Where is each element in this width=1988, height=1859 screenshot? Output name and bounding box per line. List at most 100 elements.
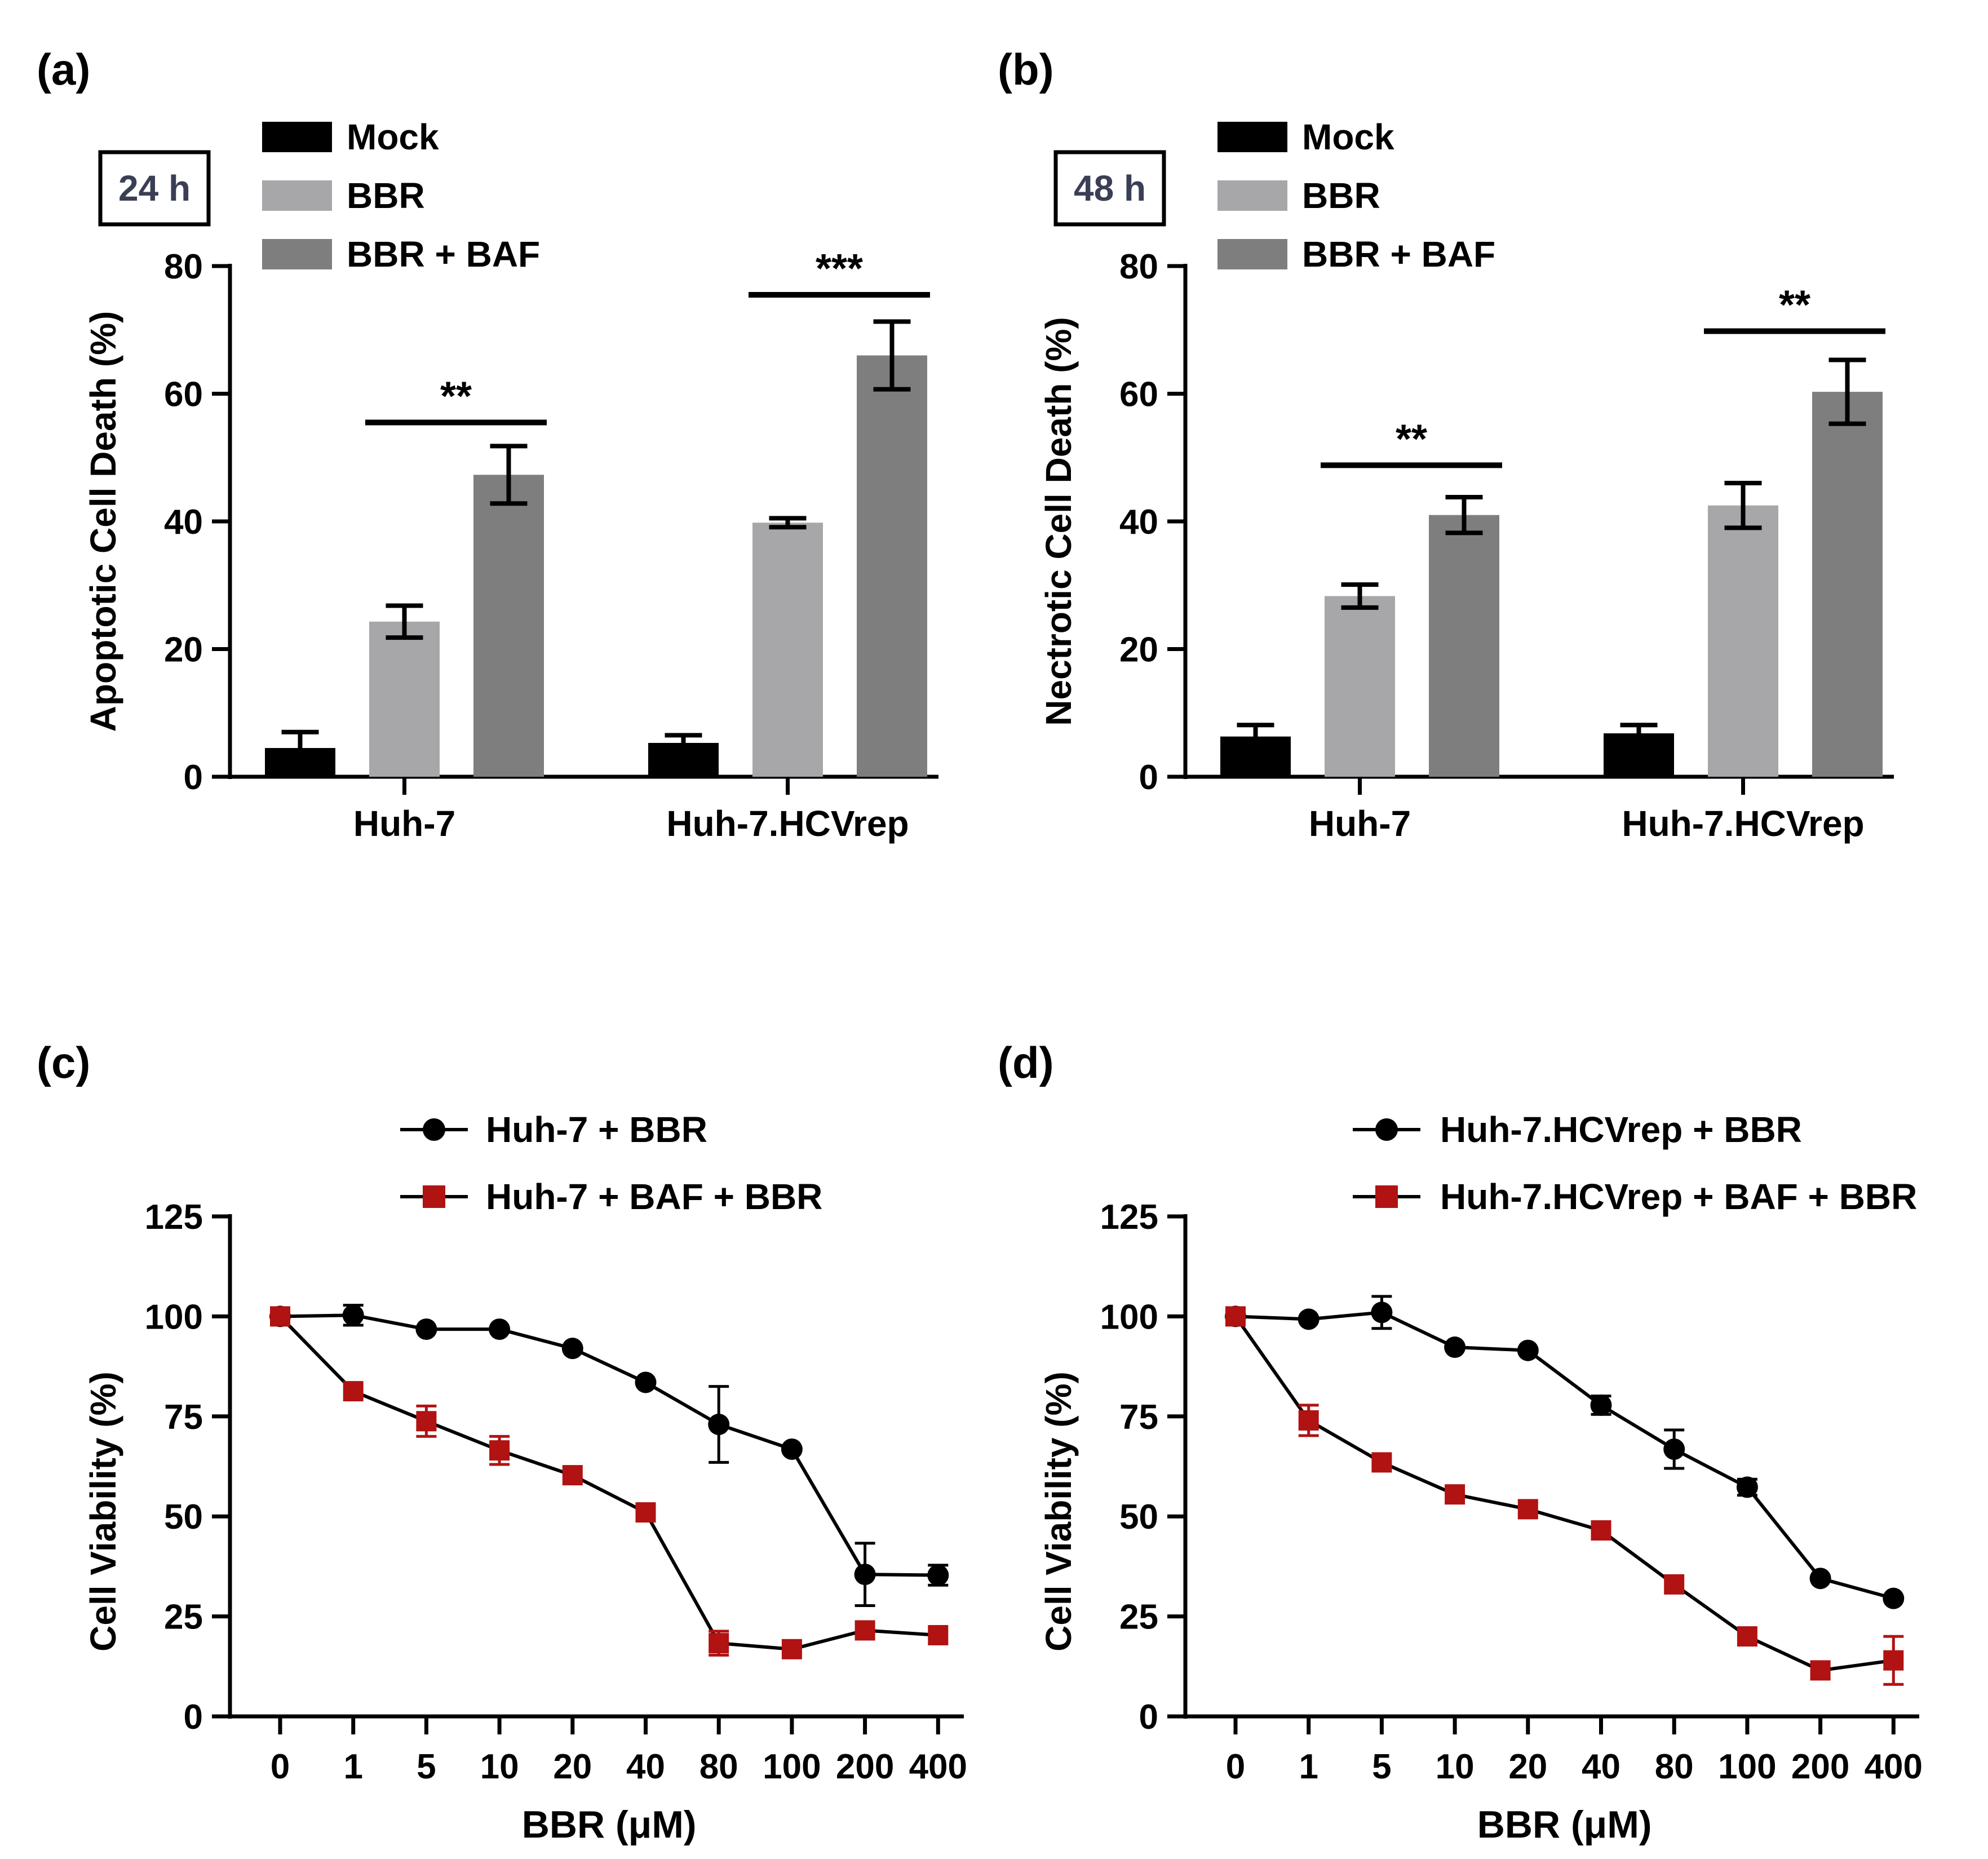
data-point-0-5 — [1590, 1394, 1612, 1416]
legend-marker-1 — [1375, 1185, 1398, 1208]
legend-label-0: Mock — [347, 117, 439, 157]
x-tick-label: 0 — [1226, 1747, 1245, 1786]
y-tick-label: 80 — [164, 247, 203, 286]
line-panel-d: (d) Huh-7.HCVrep + BBR Huh-7.HCVrep + BAF … — [998, 1038, 1923, 1846]
y-tick-label: 50 — [164, 1498, 203, 1537]
series-line-1 — [1234, 1315, 1894, 1672]
legend-label-1: Huh-7 + BAF + BBR — [486, 1176, 822, 1217]
series-line-0 — [1235, 1311, 1894, 1600]
data-point-1-6 — [709, 1633, 729, 1654]
data-point-1-0 — [270, 1306, 290, 1327]
data-point-0-9 — [1883, 1587, 1905, 1609]
time-badge — [1053, 150, 1166, 227]
data-point-0-6 — [1663, 1438, 1685, 1460]
data-point-0-8 — [854, 1564, 876, 1586]
legend-label-2: BBR + BAF — [1302, 234, 1495, 275]
panel-label: (c) — [37, 1038, 90, 1087]
legend-label-2: BBR + BAF — [347, 234, 540, 275]
y-tick-label: 100 — [145, 1298, 203, 1336]
bar-0-1 — [1325, 596, 1395, 777]
data-point-0-4 — [1517, 1339, 1539, 1361]
data-point-0-5 — [635, 1371, 657, 1393]
data-point-1-0 — [1225, 1306, 1246, 1327]
x-tick-label: 80 — [699, 1747, 738, 1786]
bar-1-1 — [752, 523, 823, 777]
y-axis-label: Apoptotic Cell Death (%) — [83, 311, 123, 732]
y-tick-label: 20 — [164, 631, 203, 670]
x-tick-label: 0 — [271, 1747, 290, 1786]
x-tick-label: Huh-7 — [353, 803, 455, 844]
bar-panel-b: (b) 48 h Mock BBR BBR + BAF 0 20 40 60 80 Nectroti… — [998, 45, 1894, 844]
x-tick-label: 40 — [1582, 1747, 1620, 1786]
bar-1-1 — [1708, 505, 1778, 777]
data-point-1-5 — [1591, 1520, 1611, 1541]
y-tick-label: 60 — [1119, 375, 1158, 414]
legend-marker-0 — [1375, 1118, 1398, 1141]
time-badge — [98, 150, 211, 227]
data-point-1-6 — [1664, 1574, 1685, 1595]
data-point-0-3 — [1444, 1336, 1466, 1358]
data-point-1-8 — [1810, 1660, 1831, 1681]
y-axis-label: Nectrotic Cell Death (%) — [1038, 317, 1079, 725]
x-tick-label: 10 — [1436, 1747, 1475, 1786]
x-tick-label: 1 — [1299, 1747, 1318, 1786]
bar-0-2 — [473, 475, 544, 777]
data-point-1-2 — [1371, 1452, 1392, 1473]
data-point-1-2 — [416, 1411, 437, 1432]
legend-label-1: BBR — [347, 175, 425, 216]
data-point-0-2 — [1371, 1302, 1393, 1324]
y-tick-label: 20 — [1119, 631, 1158, 670]
y-tick-label: 40 — [164, 503, 203, 542]
data-point-0-1 — [342, 1304, 364, 1326]
y-axis-label: Cell Viability (%) — [1038, 1371, 1079, 1652]
y-tick-label: 75 — [1119, 1398, 1158, 1437]
bar-1-2 — [857, 355, 927, 777]
y-tick-label: 0 — [1139, 758, 1158, 797]
data-point-0-9 — [927, 1564, 949, 1586]
bar-panel-a: (a) 24 h Mock BBR BBR + BAF 0 20 40 60 80 Apoptoti… — [37, 45, 938, 844]
legend-label-0: Mock — [1302, 117, 1394, 157]
panel-label: (a) — [37, 45, 90, 94]
data-point-1-7 — [1737, 1626, 1757, 1647]
legend-swatch-1 — [1217, 180, 1287, 211]
significance-label: ** — [1396, 417, 1427, 462]
legend-swatch-2 — [1217, 239, 1287, 269]
x-tick-label: 100 — [1718, 1747, 1776, 1786]
data-point-1-4 — [562, 1465, 583, 1486]
significance-label: ** — [1779, 283, 1810, 328]
x-tick-label: 100 — [763, 1747, 821, 1786]
data-point-1-3 — [1445, 1484, 1465, 1505]
legend-swatch-0 — [262, 122, 332, 152]
legend-label-0: Huh-7 + BBR — [486, 1109, 707, 1150]
series-line-0 — [280, 1313, 938, 1577]
x-tick-label: 200 — [1791, 1747, 1849, 1786]
data-point-1-5 — [635, 1502, 656, 1523]
data-point-1-7 — [781, 1639, 802, 1659]
time-badge-label: 24 h — [118, 168, 191, 209]
legend-label-0: Huh-7.HCVrep + BBR — [1440, 1109, 1802, 1150]
y-tick-label: 125 — [145, 1198, 203, 1237]
data-point-1-1 — [343, 1381, 364, 1402]
x-tick-label: 1 — [343, 1747, 362, 1786]
bar-1-2 — [1812, 392, 1883, 777]
y-tick-label: 0 — [1139, 1698, 1158, 1737]
x-tick-label: Huh-7 — [1309, 803, 1411, 844]
x-tick-label: 10 — [480, 1747, 519, 1786]
legend-label-1: BBR — [1302, 175, 1380, 216]
y-tick-label: 125 — [1100, 1198, 1158, 1237]
x-tick-label: 20 — [553, 1747, 592, 1786]
x-tick-label: 20 — [1508, 1747, 1547, 1786]
data-point-1-4 — [1517, 1499, 1538, 1520]
x-tick-label: 5 — [1372, 1747, 1391, 1786]
data-point-0-4 — [561, 1338, 583, 1360]
data-point-1-8 — [854, 1620, 875, 1641]
bar-0-1 — [369, 621, 440, 777]
legend-swatch-1 — [262, 180, 332, 211]
data-point-0-7 — [1736, 1476, 1758, 1498]
data-point-0-1 — [1298, 1308, 1320, 1330]
y-tick-label: 0 — [184, 1698, 203, 1737]
panel-label: (d) — [998, 1038, 1054, 1087]
legend-swatch-0 — [1217, 122, 1287, 152]
x-tick-label: 5 — [417, 1747, 436, 1786]
